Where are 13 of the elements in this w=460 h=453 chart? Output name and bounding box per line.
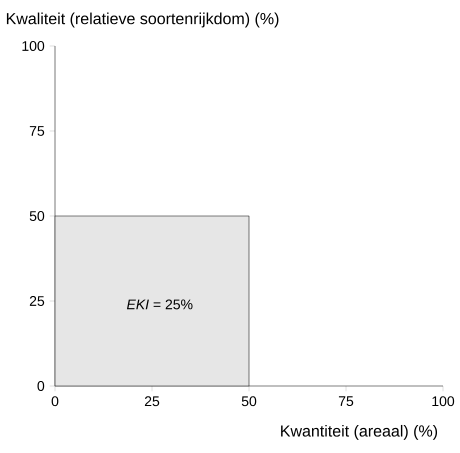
x-tick-label: 75 (338, 396, 354, 406)
y-tick-label: 0 (37, 381, 44, 391)
y-tick-label: 100 (22, 41, 44, 51)
x-axis-title: Kwantiteit (areaal) (%) (281, 424, 438, 440)
x-tick-label: 50 (242, 396, 256, 406)
y-tick-label: 25 (30, 296, 44, 306)
annotation: EKI = 25% (126, 299, 193, 310)
y-tick-label: 50 (30, 211, 44, 221)
x-tick-label: 0 (52, 396, 58, 406)
x-tick-label: 100 (432, 396, 454, 406)
x-tick-label: 25 (144, 396, 160, 406)
y-axis-title: Kwaliteit (relatieve soortenrijkdom) (%) (6, 12, 278, 28)
y-tick-label: 75 (30, 126, 44, 136)
